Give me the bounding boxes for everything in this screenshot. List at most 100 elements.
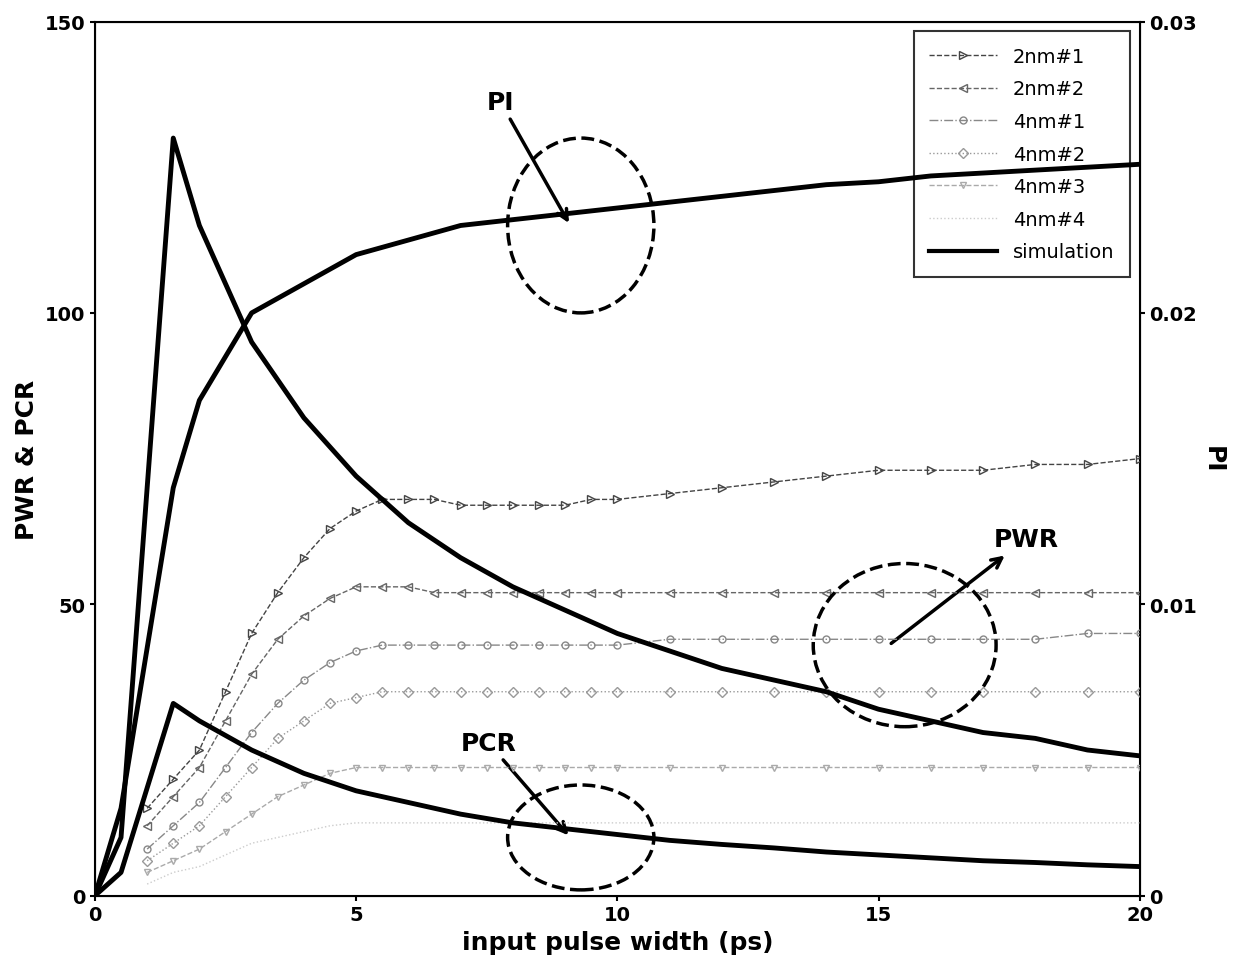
4nm#3 xyxy=(558,762,573,773)
4nm#4 xyxy=(558,817,573,828)
2nm#1 xyxy=(296,552,311,564)
4nm#3 xyxy=(480,762,495,773)
2nm#2 xyxy=(1132,587,1147,599)
4nm#4 xyxy=(427,817,441,828)
4nm#1 xyxy=(1028,634,1043,645)
4nm#4 xyxy=(870,817,885,828)
2nm#2 xyxy=(924,587,939,599)
4nm#4 xyxy=(401,817,415,828)
4nm#4 xyxy=(924,817,939,828)
2nm#2 xyxy=(244,669,259,680)
4nm#1 xyxy=(322,657,337,669)
4nm#4 xyxy=(480,817,495,828)
2nm#1 xyxy=(244,628,259,640)
Y-axis label: PWR & PCR: PWR & PCR xyxy=(15,379,38,539)
2nm#1 xyxy=(766,477,781,488)
4nm#2 xyxy=(296,715,311,727)
2nm#2 xyxy=(453,587,467,599)
4nm#1 xyxy=(924,634,939,645)
4nm#3 xyxy=(584,762,599,773)
4nm#2 xyxy=(480,686,495,698)
2nm#2 xyxy=(558,587,573,599)
4nm#1 xyxy=(610,640,625,651)
4nm#4 xyxy=(532,817,547,828)
4nm#1 xyxy=(1132,628,1147,640)
Line: 4nm#2: 4nm#2 xyxy=(144,689,1143,864)
2nm#1 xyxy=(218,686,233,698)
4nm#2 xyxy=(192,820,207,831)
2nm#2 xyxy=(818,587,833,599)
2nm#1 xyxy=(506,500,521,512)
4nm#4 xyxy=(766,817,781,828)
Line: 2nm#2: 2nm#2 xyxy=(143,583,1145,830)
4nm#1 xyxy=(584,640,599,651)
4nm#4 xyxy=(714,817,729,828)
4nm#4 xyxy=(348,817,363,828)
2nm#1 xyxy=(140,802,155,814)
4nm#1 xyxy=(140,843,155,855)
Y-axis label: PI: PI xyxy=(1202,446,1225,473)
4nm#3 xyxy=(270,791,285,802)
4nm#1 xyxy=(976,634,991,645)
2nm#2 xyxy=(192,762,207,773)
4nm#3 xyxy=(192,843,207,855)
4nm#1 xyxy=(818,634,833,645)
4nm#1 xyxy=(558,640,573,651)
4nm#4 xyxy=(610,817,625,828)
4nm#3 xyxy=(374,762,389,773)
2nm#1 xyxy=(584,494,599,506)
4nm#4 xyxy=(584,817,599,828)
2nm#1 xyxy=(924,465,939,477)
2nm#2 xyxy=(374,581,389,593)
4nm#3 xyxy=(532,762,547,773)
4nm#1 xyxy=(166,820,181,831)
4nm#3 xyxy=(662,762,677,773)
Text: PCR: PCR xyxy=(460,732,565,832)
2nm#1 xyxy=(270,587,285,599)
4nm#3 xyxy=(166,855,181,866)
Line: 4nm#1: 4nm#1 xyxy=(144,630,1143,853)
4nm#1 xyxy=(401,640,415,651)
4nm#2 xyxy=(976,686,991,698)
4nm#4 xyxy=(374,817,389,828)
4nm#1 xyxy=(870,634,885,645)
4nm#2 xyxy=(322,698,337,709)
4nm#3 xyxy=(976,762,991,773)
4nm#2 xyxy=(532,686,547,698)
2nm#2 xyxy=(401,581,415,593)
4nm#1 xyxy=(374,640,389,651)
4nm#4 xyxy=(976,817,991,828)
4nm#2 xyxy=(924,686,939,698)
4nm#3 xyxy=(218,826,233,837)
4nm#1 xyxy=(427,640,441,651)
4nm#2 xyxy=(1132,686,1147,698)
Line: 2nm#1: 2nm#1 xyxy=(143,455,1145,813)
2nm#1 xyxy=(818,471,833,483)
4nm#2 xyxy=(374,686,389,698)
2nm#2 xyxy=(532,587,547,599)
Text: PI: PI xyxy=(487,91,567,221)
2nm#1 xyxy=(558,500,573,512)
4nm#4 xyxy=(244,837,259,849)
2nm#1 xyxy=(1132,453,1147,465)
2nm#2 xyxy=(506,587,521,599)
4nm#2 xyxy=(218,791,233,802)
Line: 4nm#4: 4nm#4 xyxy=(148,823,1140,884)
2nm#2 xyxy=(270,634,285,645)
2nm#1 xyxy=(374,494,389,506)
2nm#2 xyxy=(976,587,991,599)
4nm#1 xyxy=(348,645,363,657)
4nm#1 xyxy=(270,698,285,709)
4nm#4 xyxy=(506,817,521,828)
4nm#1 xyxy=(714,634,729,645)
4nm#3 xyxy=(453,762,467,773)
4nm#2 xyxy=(870,686,885,698)
4nm#4 xyxy=(1080,817,1095,828)
4nm#2 xyxy=(1028,686,1043,698)
4nm#4 xyxy=(192,860,207,872)
2nm#1 xyxy=(192,744,207,756)
Line: 4nm#3: 4nm#3 xyxy=(144,765,1143,876)
2nm#1 xyxy=(1080,459,1095,471)
4nm#2 xyxy=(506,686,521,698)
4nm#3 xyxy=(401,762,415,773)
